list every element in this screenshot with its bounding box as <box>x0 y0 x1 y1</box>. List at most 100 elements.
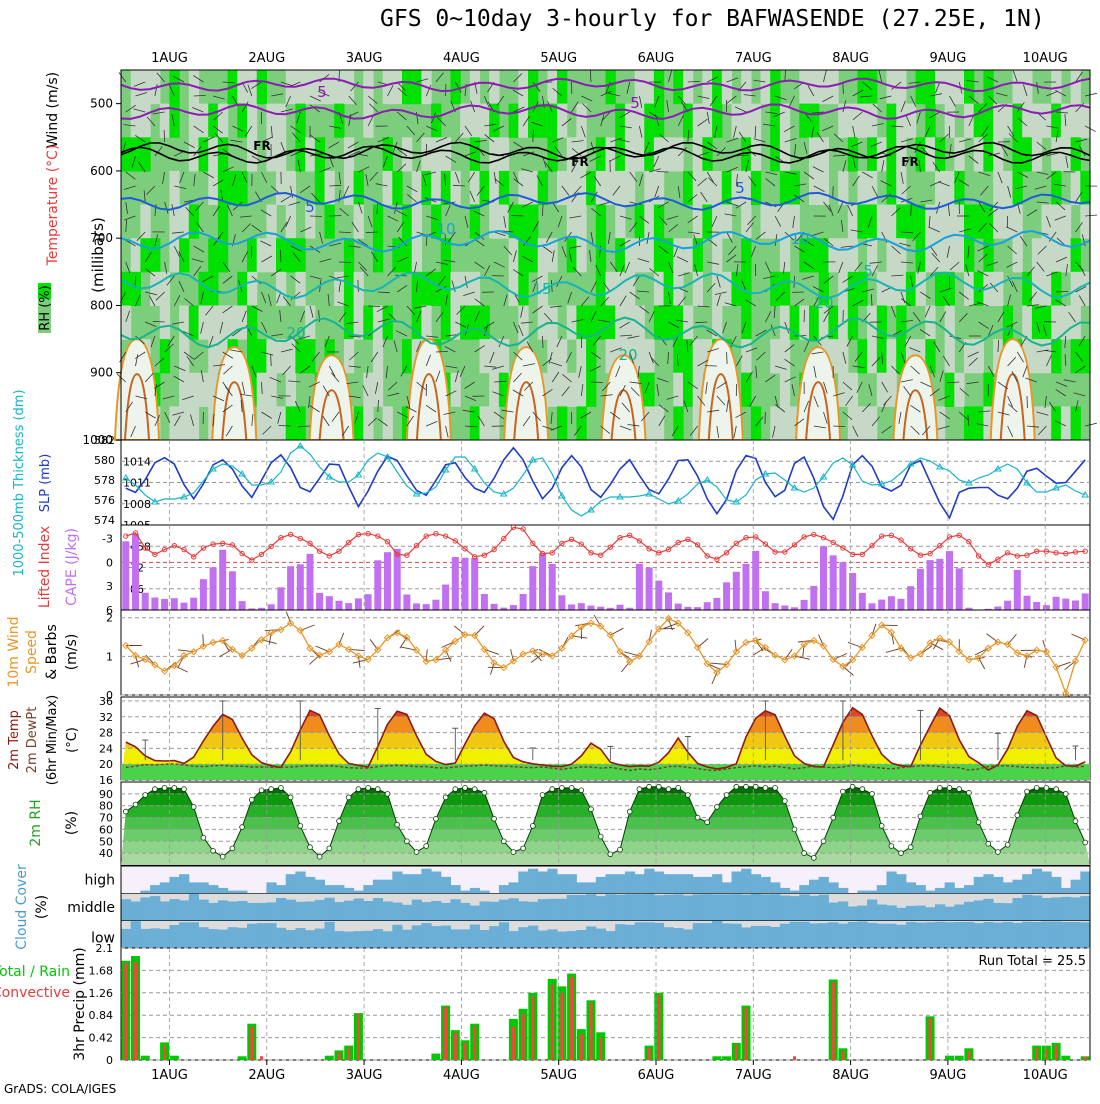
cloud-cell-middle <box>228 902 238 921</box>
cloud-cell-high <box>1003 882 1013 893</box>
date-label-top: 6AUG <box>638 51 675 66</box>
cape-bar <box>161 599 168 610</box>
wind-barb <box>164 130 165 142</box>
cape-bar <box>219 550 226 610</box>
rh-cell <box>683 238 693 272</box>
cloud-cell-low <box>644 922 654 948</box>
rh-cell <box>441 137 451 171</box>
cloud-cell-high <box>334 885 344 893</box>
cloud-cell-middle <box>567 895 577 921</box>
cloud-cell-middle <box>257 903 267 921</box>
rh-cell <box>1022 272 1032 306</box>
precip-convective-bar <box>163 1045 166 1060</box>
cloud-cell-low <box>712 921 722 948</box>
cloud-cell-middle <box>276 898 286 921</box>
rh-marker <box>802 851 807 856</box>
cloud-cell-low <box>431 926 441 948</box>
rh-cell <box>402 205 412 239</box>
cape-bar <box>869 603 876 610</box>
rh-cell <box>770 339 780 373</box>
rh-cell <box>867 406 877 440</box>
rh-cell <box>1071 104 1081 138</box>
rh-cell <box>392 70 402 104</box>
thickness-tick-label: 574 <box>94 514 115 527</box>
cape-bar <box>946 551 953 610</box>
cloud-cell-high <box>693 877 703 893</box>
rh-cell <box>441 306 451 340</box>
cape-bar <box>810 586 817 610</box>
cloud-cell-low <box>857 922 867 949</box>
cloud-cell-low <box>896 925 906 948</box>
precip-convective-bar <box>793 1056 796 1060</box>
rh-cell <box>1042 272 1052 306</box>
cape-bar <box>781 606 788 611</box>
cloud-cell-low <box>257 923 267 948</box>
cloud-cell-middle <box>305 902 315 921</box>
cloud-cell-low <box>693 923 703 948</box>
rh-cell <box>131 104 141 138</box>
cape-bar <box>307 554 314 610</box>
cloud-cell-low <box>509 931 519 948</box>
cloud-cell-low <box>412 925 422 948</box>
rh-cell <box>625 171 635 205</box>
rh-cell <box>644 70 654 104</box>
slp-tick-label: 1008 <box>123 498 151 511</box>
rh-cell <box>586 373 596 407</box>
rh-cell <box>305 70 315 104</box>
cloud-cell-high <box>189 882 199 893</box>
precip-convective-bar <box>735 1045 738 1061</box>
cape-bar <box>151 598 158 611</box>
rh-cell <box>547 339 557 373</box>
wind-barb <box>310 216 322 217</box>
rh-cell <box>480 171 490 205</box>
rh-marker <box>560 786 565 791</box>
rh-cell <box>412 306 422 340</box>
cloud-cell-middle <box>954 905 964 921</box>
cloud-cell-middle <box>460 903 470 921</box>
cape-bar <box>297 564 304 610</box>
rh-cell <box>557 70 567 104</box>
cloud-cell-low <box>1022 922 1032 948</box>
rh-cell <box>237 171 247 205</box>
rh-cell <box>1051 205 1061 239</box>
rh-cell <box>276 104 286 138</box>
precip-convective-bar <box>1035 1048 1038 1060</box>
cloud-cell-low <box>596 929 606 948</box>
cloud-cell-low <box>1042 922 1052 949</box>
cloud-cell-high <box>1051 877 1061 893</box>
date-label-top: 10AUG <box>1023 51 1068 66</box>
cloud-cell-high <box>945 882 955 893</box>
cloud-cell-high <box>596 877 606 893</box>
cloud-cell-middle <box>441 903 451 921</box>
rh-cell <box>1013 70 1023 104</box>
rh-cell <box>964 238 974 272</box>
cape-bar <box>1082 593 1089 610</box>
rh-cell <box>644 104 654 138</box>
rh-marker <box>153 787 158 792</box>
precip-label-total: Total / Rain <box>0 964 70 980</box>
rh-cell <box>964 272 974 306</box>
rh-cell <box>712 171 722 205</box>
rh-cell <box>140 137 150 171</box>
cloud-cell-high <box>770 882 780 893</box>
cape-bar <box>316 593 323 610</box>
wind-axis-label-4: (m/s) <box>64 634 80 671</box>
cloud-cell-high <box>673 874 683 893</box>
cloud-cell-high <box>1080 872 1090 894</box>
rh-marker <box>821 839 826 844</box>
rh-marker <box>627 809 632 814</box>
rh-marker <box>356 787 361 792</box>
cape-bar <box>723 582 730 610</box>
rh-cell <box>547 70 557 104</box>
date-label-top: 3AUG <box>346 51 383 66</box>
cloud-cell-high <box>799 885 809 893</box>
cloud-cell-low <box>838 924 848 948</box>
cloud-cell-high <box>857 891 867 894</box>
rh-cell <box>247 306 257 340</box>
rh-marker <box>220 854 225 859</box>
cloud-cell-middle <box>489 902 499 921</box>
rh-cell <box>673 373 683 407</box>
cloud-cell-low <box>654 923 664 948</box>
cloud-cell-high <box>1013 880 1023 894</box>
